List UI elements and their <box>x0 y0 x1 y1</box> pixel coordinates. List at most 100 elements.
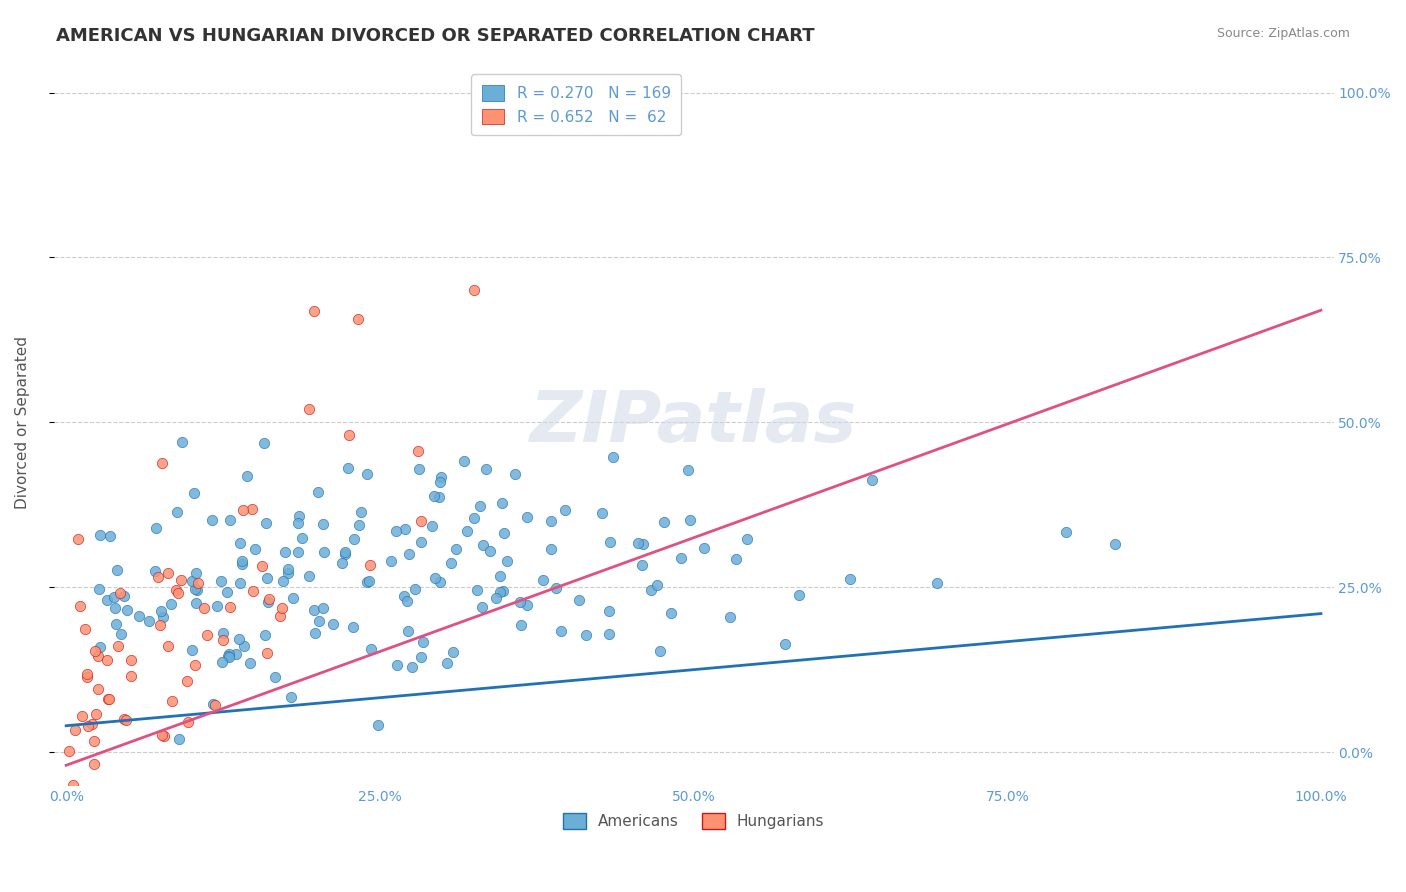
Hungarians <box>83 644 105 658</box>
Americans <box>423 489 446 503</box>
Americans <box>380 554 402 568</box>
Hungarians <box>240 501 263 516</box>
Americans <box>398 624 420 639</box>
Americans <box>602 450 624 464</box>
Americans <box>404 582 426 596</box>
Americans <box>128 609 150 624</box>
Americans <box>291 531 314 545</box>
Americans <box>89 640 111 655</box>
Americans <box>263 670 285 684</box>
Americans <box>257 595 280 609</box>
Americans <box>167 731 190 746</box>
Americans <box>253 628 276 642</box>
Hungarians <box>157 639 180 653</box>
Hungarians <box>76 667 98 681</box>
Hungarians <box>115 713 138 727</box>
Hungarians <box>98 691 121 706</box>
Hungarians <box>63 723 86 738</box>
Americans <box>112 589 135 603</box>
Americans <box>205 599 228 613</box>
Americans <box>489 568 512 582</box>
Hungarians <box>187 576 209 591</box>
Hungarians <box>219 600 242 615</box>
Americans <box>103 590 125 604</box>
Americans <box>302 603 325 617</box>
Americans <box>396 594 419 608</box>
Americans <box>277 561 299 575</box>
Hungarians <box>83 756 105 771</box>
Hungarians <box>184 658 207 673</box>
Americans <box>669 551 692 566</box>
Americans <box>412 635 434 649</box>
Americans <box>648 643 671 657</box>
Hungarians <box>150 728 173 742</box>
Americans <box>143 564 166 578</box>
Americans <box>465 583 488 598</box>
Americans <box>516 510 538 524</box>
Hungarians <box>170 573 193 587</box>
Americans <box>485 591 508 605</box>
Americans <box>236 469 259 483</box>
Americans <box>271 574 294 589</box>
Americans <box>860 473 883 487</box>
Americans <box>256 571 278 585</box>
Americans <box>96 592 118 607</box>
Americans <box>307 485 329 500</box>
Hungarians <box>297 402 319 417</box>
Americans <box>183 485 205 500</box>
Hungarians <box>211 632 233 647</box>
Hungarians <box>83 733 105 747</box>
Americans <box>239 656 262 670</box>
Americans <box>110 626 132 640</box>
Americans <box>429 475 451 489</box>
Americans <box>253 435 276 450</box>
Americans <box>1104 537 1126 551</box>
Americans <box>659 606 682 620</box>
Hungarians <box>69 599 91 614</box>
Americans <box>360 642 382 657</box>
Americans <box>631 536 654 550</box>
Americans <box>350 505 373 519</box>
Americans <box>515 598 537 612</box>
Americans <box>347 517 370 532</box>
Hungarians <box>152 456 174 470</box>
Americans <box>115 603 138 617</box>
Americans <box>330 556 353 570</box>
Hungarians <box>160 693 183 707</box>
Americans <box>343 533 366 547</box>
Americans <box>312 516 335 531</box>
Hungarians <box>337 428 360 442</box>
Hungarians <box>157 566 180 581</box>
Americans <box>280 690 302 705</box>
Americans <box>218 647 240 661</box>
Americans <box>217 648 239 663</box>
Americans <box>492 584 515 599</box>
Americans <box>599 535 621 549</box>
Americans <box>145 521 167 535</box>
Americans <box>277 566 299 581</box>
Americans <box>440 556 463 570</box>
Americans <box>231 554 253 568</box>
Americans <box>647 578 669 592</box>
Americans <box>304 626 326 640</box>
Hungarians <box>73 622 96 636</box>
Americans <box>787 588 810 602</box>
Americans <box>693 541 716 556</box>
Americans <box>540 541 562 556</box>
Americans <box>463 511 485 525</box>
Hungarians <box>146 570 169 584</box>
Text: ZIPatlas: ZIPatlas <box>530 388 858 457</box>
Americans <box>312 600 335 615</box>
Americans <box>509 595 531 609</box>
Americans <box>453 453 475 467</box>
Americans <box>288 509 311 524</box>
Hungarians <box>463 284 485 298</box>
Hungarians <box>70 709 93 723</box>
Hungarians <box>250 559 273 574</box>
Hungarians <box>107 639 129 653</box>
Americans <box>274 545 297 559</box>
Americans <box>598 604 620 618</box>
Text: AMERICAN VS HUNGARIAN DIVORCED OR SEPARATED CORRELATION CHART: AMERICAN VS HUNGARIAN DIVORCED OR SEPARA… <box>56 27 815 45</box>
Hungarians <box>176 674 198 689</box>
Americans <box>1054 524 1077 539</box>
